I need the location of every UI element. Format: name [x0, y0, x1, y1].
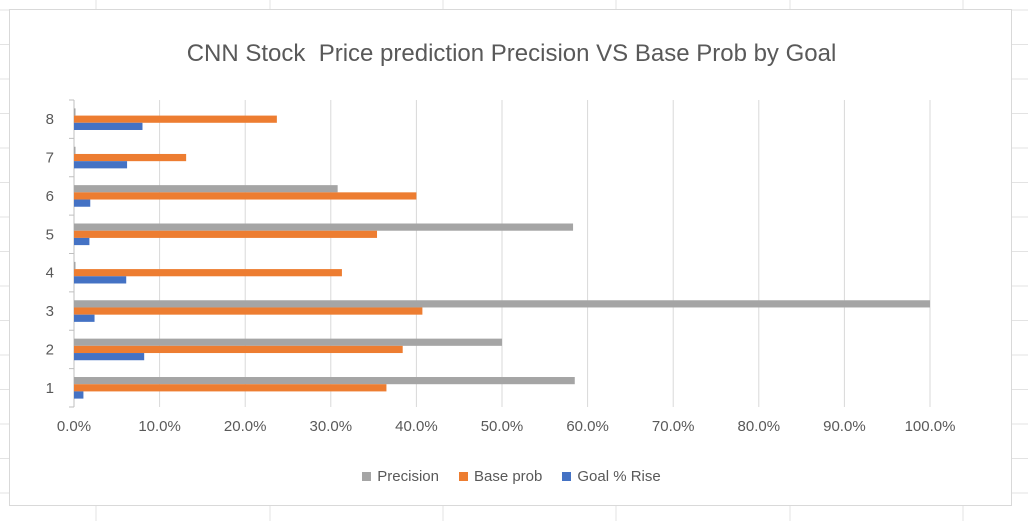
bar-goal-rise — [74, 122, 143, 130]
bar-precision — [74, 108, 76, 116]
bar-base-prob — [74, 307, 423, 315]
legend-swatch — [362, 472, 372, 481]
bar-goal-rise — [74, 391, 84, 399]
x-tick-label: 100.0% — [905, 418, 956, 435]
bar-goal-rise — [74, 199, 91, 207]
bar-precision — [74, 261, 76, 270]
bar-precision — [74, 338, 502, 346]
legend: Precision Base prob Goal % Rise — [10, 468, 1013, 485]
legend-item: Goal % Rise — [562, 468, 661, 485]
legend-item: Base prob — [458, 468, 543, 485]
legend-label: Precision — [377, 468, 439, 485]
bar-base-prob — [74, 192, 417, 200]
bar-base-prob — [74, 345, 403, 354]
bar-precision — [74, 185, 338, 193]
bar-base-prob — [74, 230, 378, 238]
x-tick-label: 70.0% — [652, 418, 695, 435]
bar-precision — [74, 300, 930, 308]
legend-label: Goal % Rise — [577, 468, 661, 485]
x-tick-label: 30.0% — [310, 418, 353, 435]
bar-precision — [74, 223, 574, 231]
y-tick-label: 1 — [46, 380, 54, 397]
bar-precision — [74, 377, 575, 385]
legend-swatch — [562, 472, 572, 481]
bar-precision — [74, 146, 76, 154]
bar-base-prob — [74, 269, 342, 277]
legend-label: Base prob — [473, 468, 543, 485]
x-tick-label: 90.0% — [823, 418, 866, 435]
bar-goal-rise — [74, 353, 145, 361]
plot-area: 0.0% 10.0% 20.0% 30.0% 40.0% 50.0% 60.0% 70.0% 8… — [46, 99, 956, 435]
y-tick-label: 7 — [46, 150, 54, 167]
x-tick-label: 10.0% — [138, 418, 181, 435]
y-tick-label: 3 — [46, 303, 54, 320]
y-tick-label: 5 — [46, 226, 54, 243]
y-tick-label: 8 — [46, 111, 54, 128]
bar-goal-rise — [74, 161, 128, 169]
bar-base-prob — [74, 384, 387, 392]
bar-goal-rise — [74, 276, 127, 284]
legend-item: Precision — [362, 468, 439, 485]
bar-base-prob — [74, 153, 187, 162]
x-tick-label: 20.0% — [224, 418, 267, 435]
x-tick-label: 50.0% — [481, 418, 524, 435]
y-tick-label: 2 — [46, 341, 54, 358]
chart-title: CNN Stock Price prediction Precision VS … — [186, 40, 837, 67]
x-tick-label: 80.0% — [738, 418, 781, 435]
bar-goal-rise — [74, 237, 90, 246]
legend-swatch — [458, 472, 468, 481]
x-tick-label: 60.0% — [566, 418, 609, 435]
x-tick-label: 0.0% — [57, 418, 91, 435]
x-tick-label: 40.0% — [395, 418, 438, 435]
y-tick-label: 4 — [46, 265, 54, 282]
chart-area[interactable]: CNN Stock Price prediction Precision VS … — [9, 9, 1012, 506]
bar-base-prob — [74, 115, 277, 123]
y-tick-label: 6 — [46, 188, 54, 205]
bar-goal-rise — [74, 314, 95, 322]
